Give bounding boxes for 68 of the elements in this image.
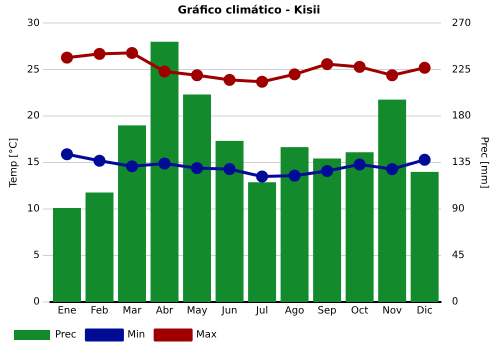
y-tick-label: 5 xyxy=(33,250,40,262)
point xyxy=(386,163,398,176)
bar xyxy=(410,172,439,302)
point xyxy=(94,154,106,167)
y-tick-label: 30 xyxy=(26,18,40,29)
y2-tick-label: 270 xyxy=(452,18,472,29)
point xyxy=(126,46,138,59)
point xyxy=(386,69,398,82)
bar xyxy=(183,94,212,302)
y-tick-label: 25 xyxy=(26,64,40,76)
point xyxy=(224,74,236,86)
x-tick-label: Mar xyxy=(122,306,142,317)
x-tick-label: Abr xyxy=(156,306,174,317)
point xyxy=(94,48,106,60)
point xyxy=(288,170,301,182)
y2-tick-label: 225 xyxy=(452,64,472,76)
y-axis-title: Temp [°C] xyxy=(8,138,20,188)
point xyxy=(256,76,268,88)
bar xyxy=(378,100,406,302)
x-tick-label: Jun xyxy=(220,306,238,317)
y-tick-label: 20 xyxy=(26,110,40,122)
point xyxy=(224,163,236,176)
point xyxy=(126,160,138,172)
point xyxy=(418,154,431,166)
x-tick-label: Ene xyxy=(58,306,76,317)
point xyxy=(60,148,73,160)
y2-tick-label: 0 xyxy=(452,296,458,308)
x-tick-label: Jul xyxy=(255,306,268,317)
y-tick-label: 10 xyxy=(26,204,40,215)
bar xyxy=(118,125,146,302)
bar xyxy=(280,147,309,302)
point xyxy=(158,158,171,170)
x-tick-label: Nov xyxy=(382,306,402,317)
point xyxy=(256,170,268,183)
point xyxy=(321,58,334,70)
bar xyxy=(248,182,276,302)
x-tick-label: Feb xyxy=(90,306,108,317)
point xyxy=(191,162,204,174)
legend-label: Min xyxy=(127,330,146,341)
point xyxy=(354,158,366,170)
x-tick-label: Dic xyxy=(416,306,433,317)
bar xyxy=(216,140,244,302)
y2-tick-label: 90 xyxy=(452,204,465,215)
y2-tick-label: 135 xyxy=(452,157,472,168)
bar xyxy=(346,152,374,302)
point xyxy=(418,62,431,74)
point xyxy=(60,52,73,64)
bar xyxy=(86,192,114,302)
point xyxy=(191,69,204,82)
y2-axis-title: Prec [mm] xyxy=(478,136,490,189)
x-tick-label: Sep xyxy=(318,306,337,317)
x-tick-label: Oct xyxy=(350,306,368,317)
x-tick-label: Ago xyxy=(284,306,304,317)
chart-title: Gráfico climático - Kisii xyxy=(178,3,320,16)
point xyxy=(354,60,366,73)
point xyxy=(321,164,334,177)
bar xyxy=(150,42,179,302)
legend-label: Prec xyxy=(55,330,76,341)
bar xyxy=(53,208,81,302)
point xyxy=(288,68,301,80)
x-tick-label: May xyxy=(186,306,208,317)
y-tick-label: 15 xyxy=(26,157,40,168)
y2-tick-label: 180 xyxy=(452,110,472,122)
point xyxy=(158,66,171,78)
y-tick-label: 0 xyxy=(33,296,40,308)
legend-label: Max xyxy=(196,330,217,341)
y2-tick-label: 45 xyxy=(452,250,465,262)
bar xyxy=(313,158,342,302)
